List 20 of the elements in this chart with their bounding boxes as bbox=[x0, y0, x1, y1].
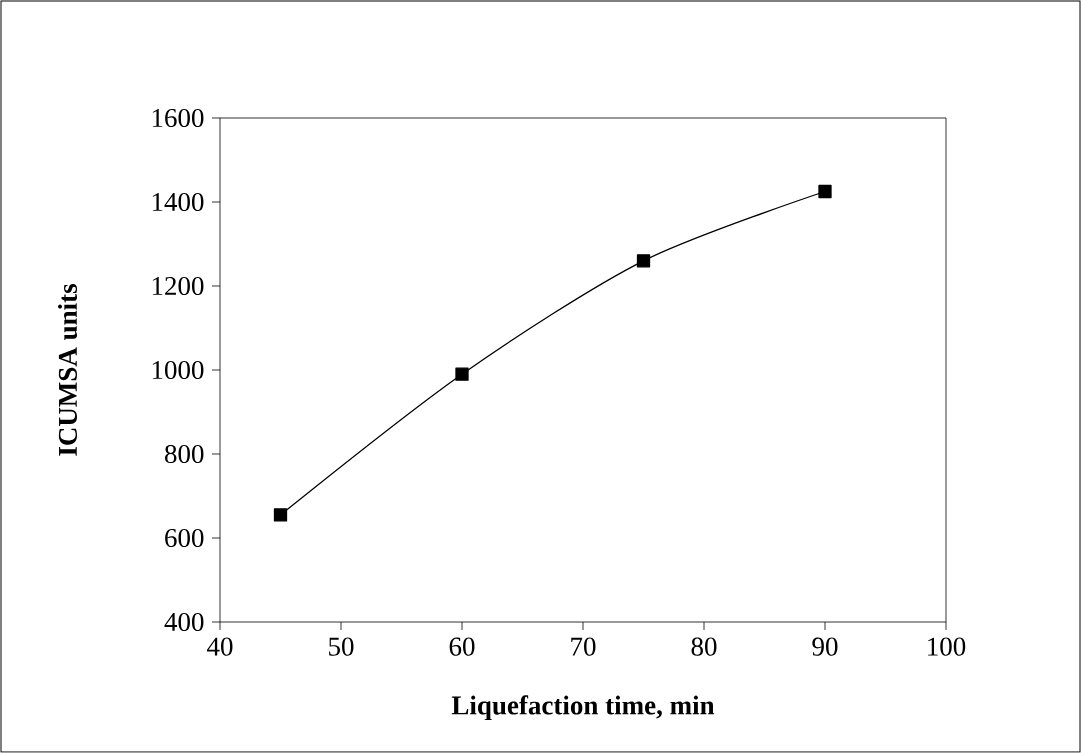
y-tick-label: 600 bbox=[165, 528, 204, 548]
x-tick-label: 90 bbox=[812, 637, 838, 656]
y-tick-label: 1000 bbox=[152, 360, 204, 380]
point bbox=[636, 254, 651, 268]
x-axis-title: Liquefaction time, min bbox=[451, 695, 715, 721]
x-tick-label: 100 bbox=[928, 637, 966, 656]
x-tick-label: 60 bbox=[449, 637, 475, 656]
y-tick-label: 400 bbox=[164, 612, 204, 632]
x-tick-label: 80 bbox=[691, 637, 717, 656]
point bbox=[455, 367, 469, 381]
x-tick-label: 40 bbox=[207, 637, 233, 656]
y-tick-label: 1400 bbox=[152, 192, 204, 212]
x-tick-label: 50 bbox=[329, 637, 354, 656]
y-tick-label: 1200 bbox=[152, 276, 204, 296]
y-tick-label: 1600 bbox=[152, 108, 204, 128]
point bbox=[273, 508, 288, 522]
y-tick-label: 800 bbox=[165, 444, 204, 464]
x-tick-label: 70 bbox=[571, 637, 596, 656]
point bbox=[818, 184, 832, 199]
y-axis-title: ICUMSA units bbox=[58, 284, 78, 456]
